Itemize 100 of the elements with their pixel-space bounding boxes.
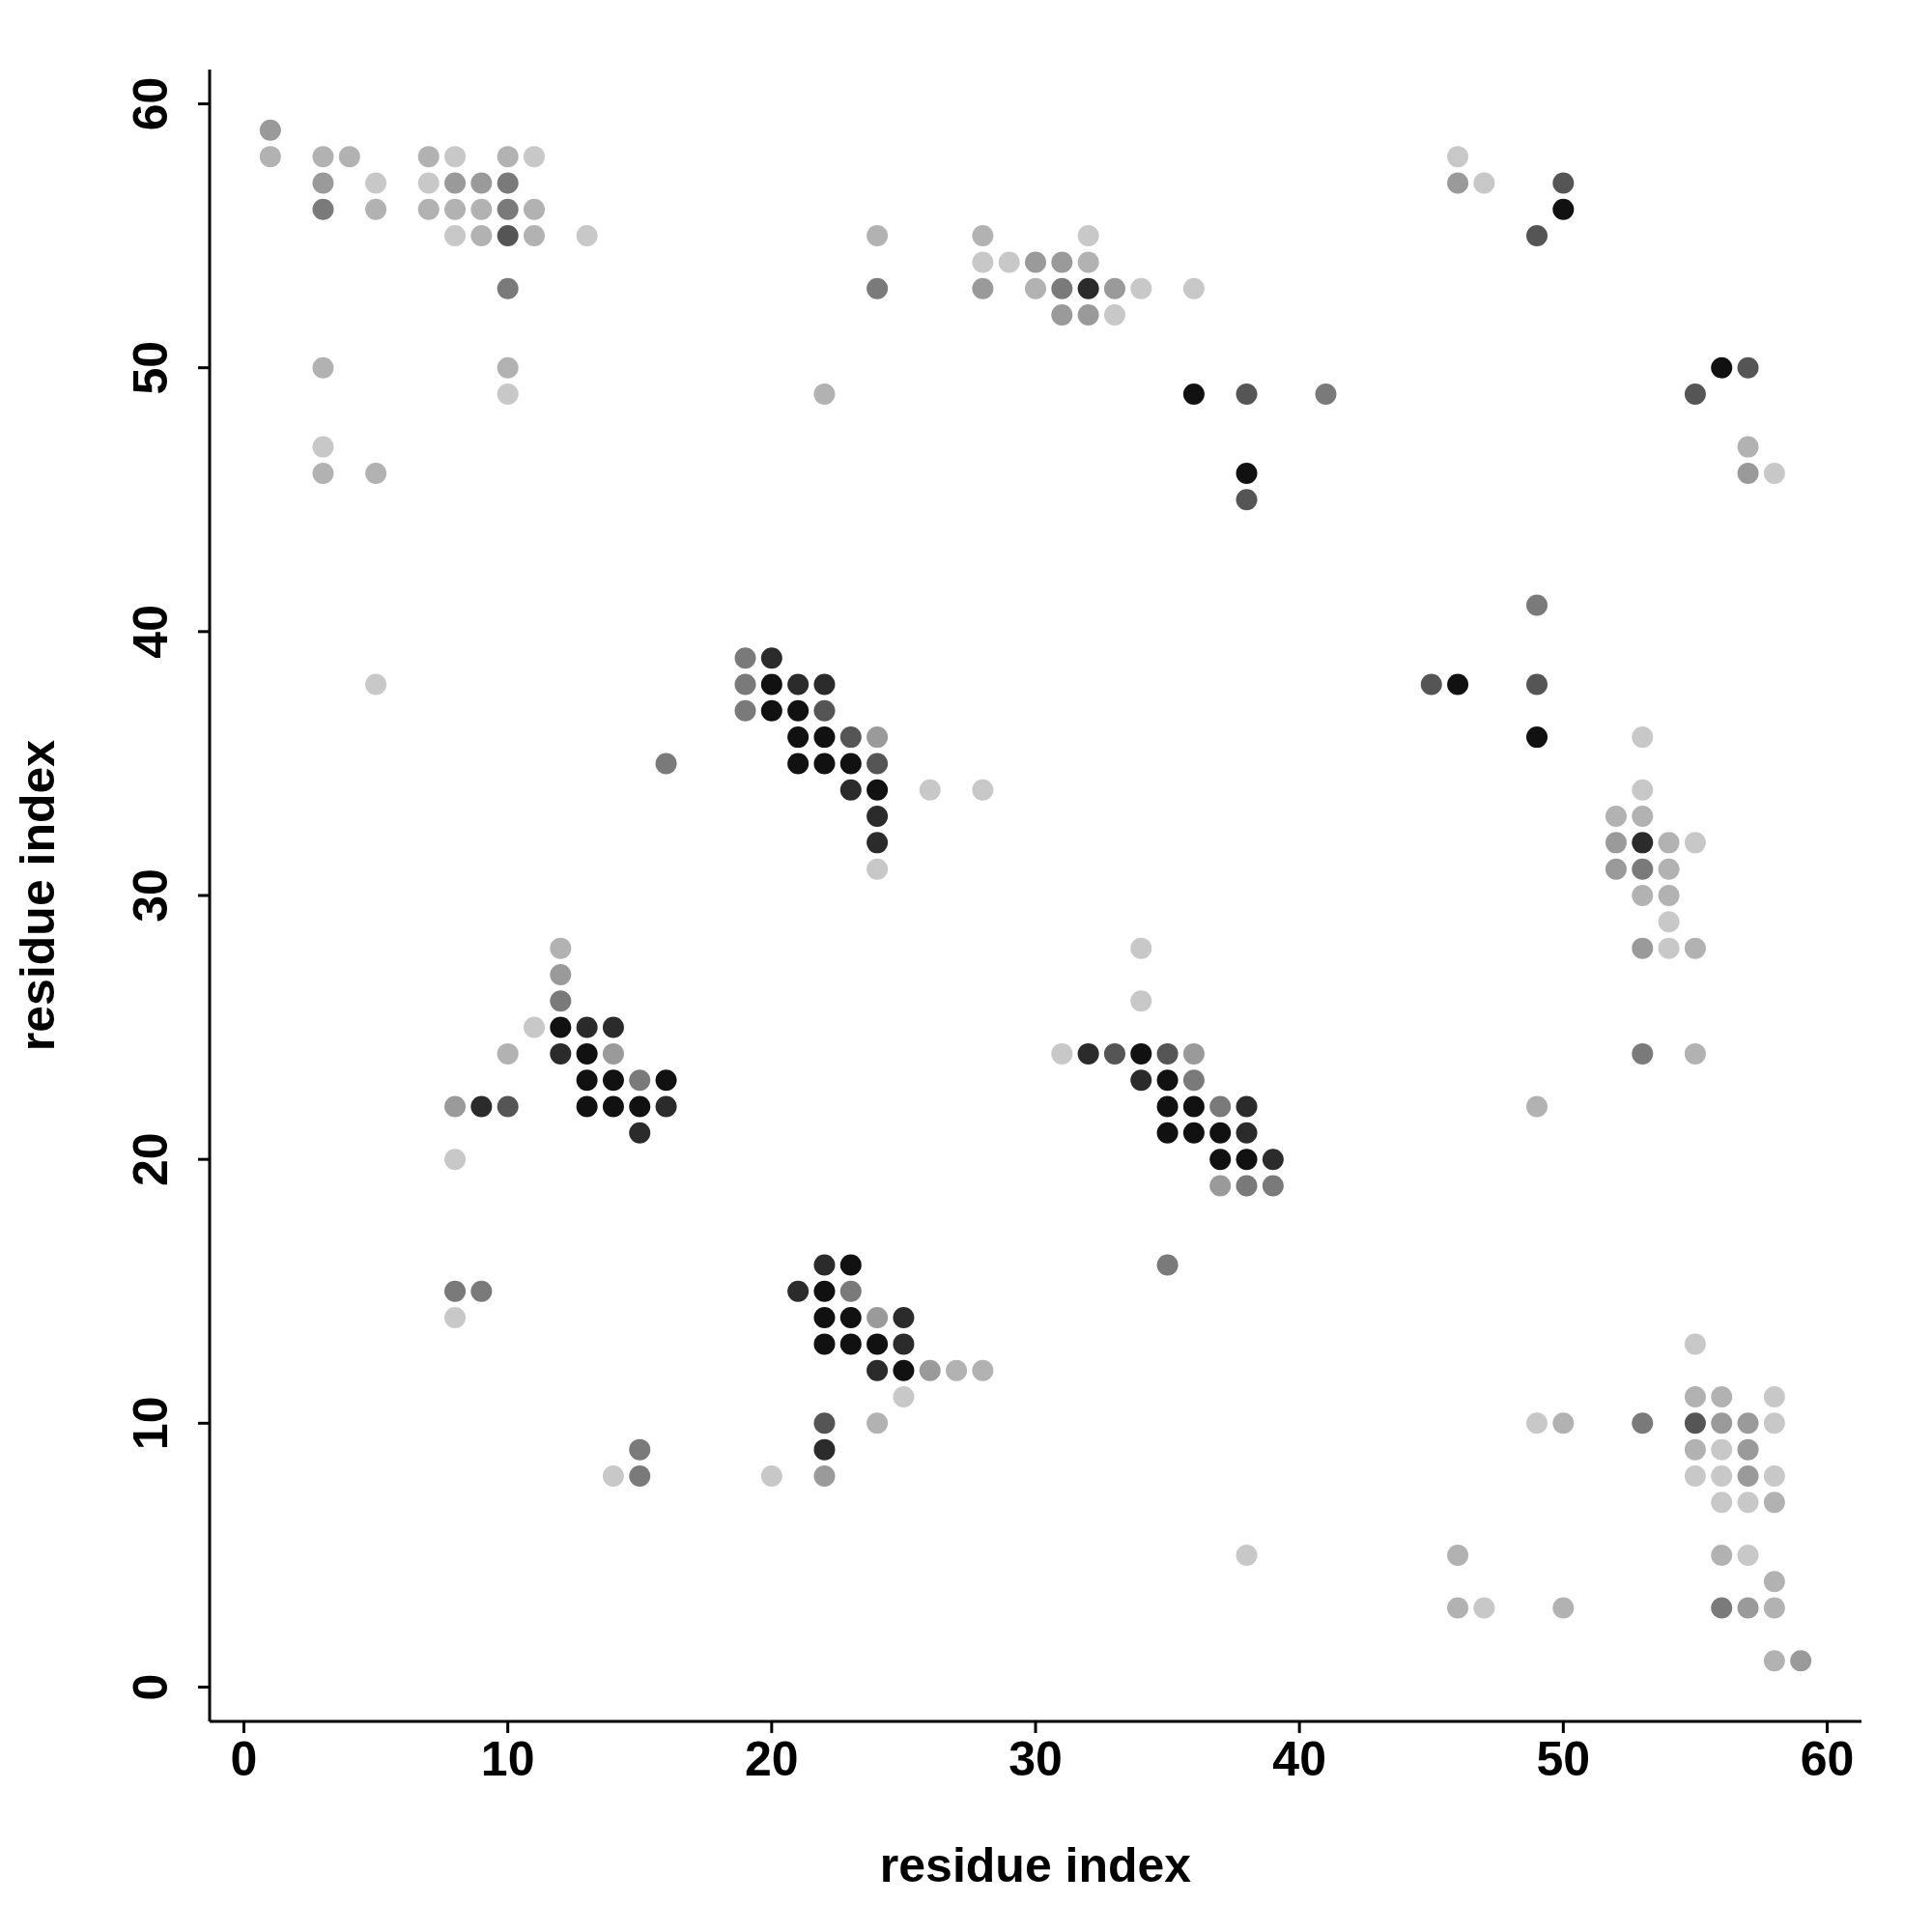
point [1236,1122,1258,1144]
point [338,146,360,168]
y-tick-label: 30 [124,868,178,923]
point [1156,1122,1179,1144]
point [1552,198,1575,220]
point [1737,356,1759,379]
point [813,1333,836,1355]
point [550,1016,572,1038]
point [1447,673,1469,696]
point [839,1280,862,1302]
point [1526,726,1548,749]
point [972,277,994,299]
point [1605,806,1627,828]
point [1737,436,1759,458]
x-tick-label: 20 [745,1732,799,1786]
point [629,1438,651,1461]
point [1262,1149,1284,1171]
point [1182,1042,1205,1065]
point [1156,1042,1179,1065]
point [1077,277,1099,299]
point [1077,251,1099,273]
point [1236,1175,1258,1197]
point [734,647,756,669]
x-tick-label: 50 [1536,1732,1591,1786]
point [365,462,387,484]
point [972,1359,994,1381]
point [813,1438,836,1461]
point [813,673,836,696]
point [444,1149,467,1171]
point [444,146,467,168]
point [1711,1438,1733,1461]
point [1103,277,1125,299]
point [523,146,545,168]
point [839,726,862,749]
point [1447,146,1469,168]
point [998,251,1020,273]
point [312,436,334,458]
point [497,356,519,379]
point [1632,1042,1654,1065]
point [550,963,572,985]
point [497,172,519,194]
point [1763,1571,1785,1593]
point [972,251,994,273]
point [1156,1254,1179,1276]
point [839,1307,862,1329]
point [1552,1597,1575,1619]
point [1552,172,1575,194]
point [312,172,334,194]
point [1156,1095,1179,1118]
point [259,146,281,168]
point [444,172,467,194]
point [444,198,467,220]
point [1711,1597,1733,1619]
point [1473,172,1495,194]
point [787,699,810,722]
point [1182,1095,1205,1118]
point [576,1095,598,1118]
point [1262,1175,1284,1197]
point [1130,1042,1152,1065]
point [1763,1464,1785,1487]
point [470,225,493,247]
point [839,753,862,775]
point [1711,356,1733,379]
point [867,225,889,247]
point [946,1359,968,1381]
point [1236,1095,1258,1118]
point [760,673,782,696]
point [893,1386,915,1408]
point [1737,1492,1759,1514]
point [444,1280,467,1302]
point [576,1069,598,1092]
point [1209,1122,1232,1144]
point [839,779,862,801]
point [1763,1650,1785,1672]
point [1658,937,1680,959]
point [550,1042,572,1065]
point [1711,1492,1733,1514]
point [523,225,545,247]
point [497,1042,519,1065]
point [1684,1464,1706,1487]
point [417,198,440,220]
point [867,832,889,854]
point [1684,1386,1706,1408]
point [1236,383,1258,405]
point [655,1069,677,1092]
point [550,937,572,959]
point [444,225,467,247]
point [312,356,334,379]
point [497,146,519,168]
point [1632,779,1654,801]
point [813,699,836,722]
point [734,699,756,722]
point [497,1095,519,1118]
point [1130,937,1152,959]
point [1711,1544,1733,1566]
y-tick-label: 40 [124,605,178,659]
point [1236,1149,1258,1171]
point [1684,1333,1706,1355]
point [867,1359,889,1381]
x-tick-label: 30 [1009,1732,1063,1786]
